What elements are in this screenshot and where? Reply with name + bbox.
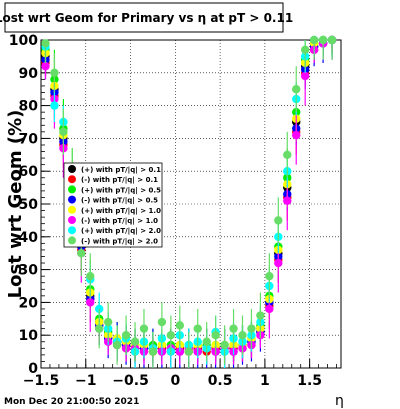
data-point xyxy=(157,317,167,327)
series-8 xyxy=(41,35,337,368)
legend-marker xyxy=(68,165,76,173)
data-point xyxy=(300,71,310,81)
y-tick-label: 70 xyxy=(19,131,39,147)
data-point xyxy=(247,324,256,333)
legend-marker xyxy=(68,216,76,224)
x-tick-label: 0 xyxy=(170,373,180,389)
title-box xyxy=(4,2,284,33)
data-point xyxy=(318,35,328,45)
data-point xyxy=(274,216,283,225)
y-tick-label: 0 xyxy=(28,361,38,377)
y-tick-label: 30 xyxy=(19,263,39,279)
data-point xyxy=(139,324,149,333)
data-point xyxy=(220,340,229,350)
y-tick-label: 20 xyxy=(19,295,39,311)
y-axis-label: Lost wrt Geom (%) xyxy=(5,110,26,299)
timestamp: Mon Dec 20 21:00:50 2021 xyxy=(4,397,139,407)
data-point xyxy=(274,258,283,268)
legend-marker xyxy=(68,226,76,235)
data-point xyxy=(229,324,238,333)
x-tick-label: 1.5 xyxy=(297,373,322,389)
legend-entry: (+) with pT/|q| > 0.1 xyxy=(81,166,161,175)
data-point xyxy=(148,347,158,356)
data-point xyxy=(50,68,59,78)
x-axis-label: η xyxy=(335,393,344,409)
data-point xyxy=(112,340,122,350)
legend-marker xyxy=(68,185,76,194)
data-point xyxy=(41,62,50,71)
legend-entry: (+) with pT/|q| > 0.5 xyxy=(81,186,161,195)
legend: (+) with pT/|q| > 0.1(-) with pT/|q| > 0… xyxy=(63,162,163,248)
chart-title: Lost wrt Geom for Primary vs η at pT > 0… xyxy=(0,11,293,25)
legend-entry: (-) with pT/|q| > 2.0 xyxy=(81,237,158,246)
y-tick-label: 80 xyxy=(19,99,39,115)
data-point xyxy=(211,331,220,340)
data-point xyxy=(175,321,185,330)
data-point xyxy=(292,130,301,140)
legend-entry: (+) with pT/|q| > 2.0 xyxy=(81,227,161,236)
data-point xyxy=(86,271,95,281)
data-point xyxy=(130,337,140,346)
data-point xyxy=(300,45,310,55)
legend-marker xyxy=(68,236,76,245)
data-point xyxy=(193,324,202,333)
data-point xyxy=(95,304,104,314)
data-point xyxy=(283,150,292,159)
data-point xyxy=(41,39,50,48)
y-tick-label: 50 xyxy=(19,197,39,213)
legend-marker xyxy=(68,175,76,184)
data-point xyxy=(103,317,113,327)
data-point xyxy=(59,127,68,137)
data-point xyxy=(283,196,292,205)
legend-entry: (-) with pT/|q| > 1.0 xyxy=(81,217,158,226)
y-tick-label: 100 xyxy=(9,33,38,49)
legend-entry: (-) with pT/|q| > 0.1 xyxy=(81,176,158,185)
data-point xyxy=(256,311,265,320)
legend-entry: (+) with pT/|q| > 1.0 xyxy=(81,207,161,216)
data-point xyxy=(309,35,319,45)
data-point xyxy=(86,298,95,307)
y-tick-label: 10 xyxy=(19,328,39,344)
legend-marker xyxy=(68,205,76,214)
x-tick-label: −0.5 xyxy=(112,373,149,389)
x-tick-label: 0.5 xyxy=(208,373,233,389)
data-point xyxy=(265,304,274,314)
data-point xyxy=(184,347,193,356)
legend-marker xyxy=(68,195,76,204)
legend-box xyxy=(63,162,163,248)
data-point xyxy=(238,331,247,340)
data-point xyxy=(166,331,176,340)
y-tick-label: 90 xyxy=(19,66,39,82)
data-point xyxy=(202,337,211,346)
data-point xyxy=(77,249,86,258)
data-point xyxy=(265,271,274,281)
legend-entry: (-) with pT/|q| > 0.5 xyxy=(81,197,158,206)
data-point xyxy=(50,101,59,110)
x-tick-label: 1 xyxy=(260,373,270,389)
x-tick-label: −1 xyxy=(75,373,96,389)
x-tick-label: −1.5 xyxy=(23,373,60,389)
data-point xyxy=(327,35,337,45)
data-point xyxy=(95,324,104,333)
data-point xyxy=(292,85,301,94)
y-tick-label: 40 xyxy=(19,230,39,246)
data-point xyxy=(121,331,131,340)
y-tick-label: 60 xyxy=(19,164,39,180)
